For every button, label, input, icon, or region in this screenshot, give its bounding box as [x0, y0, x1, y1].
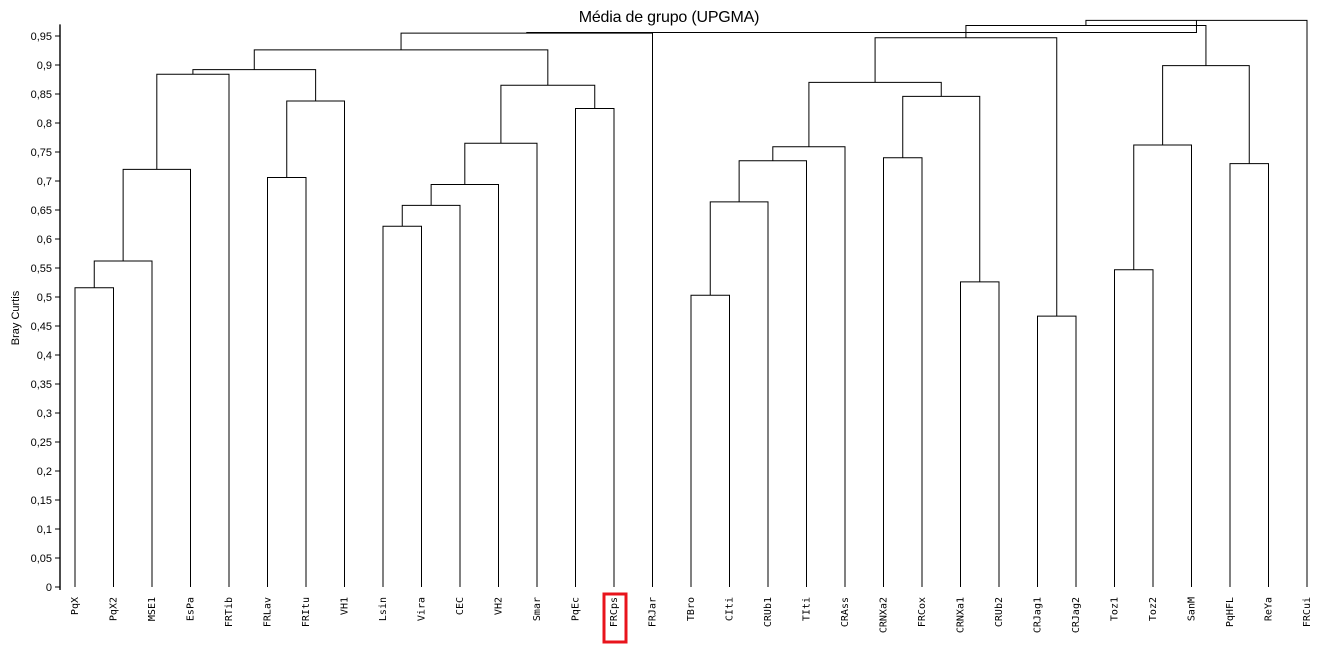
y-tick-label: 0,3 — [37, 408, 52, 420]
y-tick-label: 0,9 — [37, 60, 52, 72]
y-tick-label: 0,75 — [31, 147, 52, 159]
dendrogram-branch — [156, 73, 230, 587]
y-tick-label: 0,35 — [31, 379, 52, 391]
dendrogram-branch — [526, 20, 1197, 34]
dendrogram-branch — [883, 157, 923, 587]
leaf-label: FRTib — [224, 597, 235, 627]
leaf-label: TBro — [686, 597, 697, 621]
leaf-label: FRJar — [648, 597, 659, 627]
y-tick-label: 0 — [46, 582, 52, 594]
leaf-label: PqHFL — [1225, 597, 1236, 627]
leaf-label: VH1 — [340, 597, 351, 615]
leaf-label: FRCox — [917, 597, 928, 627]
leaf-label: FRItu — [301, 597, 312, 627]
leaf-label: Lsin — [378, 597, 389, 621]
highlight-box — [602, 592, 628, 644]
dendrogram-branch — [382, 225, 422, 587]
leaf-label: CEC — [455, 597, 466, 615]
y-tick-label: 0,95 — [31, 31, 52, 43]
dendrogram-branch — [1133, 144, 1192, 587]
leaf-label: EsPa — [186, 597, 197, 621]
leaf-label: PqEc — [571, 597, 582, 621]
y-tick-label: 0,6 — [37, 234, 52, 246]
dendrogram-branch — [253, 49, 549, 86]
dendrogram-branch — [960, 281, 1000, 587]
leaf-label: CRJag2 — [1071, 597, 1082, 633]
dendrogram-branch — [902, 95, 981, 282]
dendrogram-branch — [738, 160, 807, 587]
dendrogram-branches — [74, 19, 1308, 587]
leaf-label: SanM — [1187, 597, 1198, 621]
dendrogram-branch — [1162, 65, 1250, 164]
dendrogram-branch — [464, 142, 538, 587]
y-tick-label: 0,5 — [37, 292, 52, 304]
leaf-label: CRNXa1 — [956, 597, 967, 633]
dendrogram-branch — [1085, 19, 1308, 587]
leaf-label: CIti — [725, 597, 736, 621]
y-tick-label: 0,55 — [31, 263, 52, 275]
leaf-label: FRCps — [609, 597, 620, 627]
leaf-label: Toz2 — [1148, 597, 1159, 621]
dendrogram-branch — [874, 37, 1058, 317]
leaf-label: Vira — [417, 597, 428, 621]
y-tick-label: 0,25 — [31, 437, 52, 449]
leaf-label: Smar — [532, 597, 543, 621]
dendrogram-branch — [500, 84, 596, 144]
leaf-label: MSE1 — [147, 597, 158, 621]
y-tick-label: 0,45 — [31, 321, 52, 333]
leaf-label: PqX — [70, 597, 81, 615]
y-tick-label: 0,85 — [31, 89, 52, 101]
y-tick-label: 0,2 — [37, 466, 52, 478]
dendrogram-branch — [1114, 269, 1154, 587]
leaf-label: FRLav — [263, 597, 274, 627]
y-tick-label: 0,65 — [31, 205, 52, 217]
leaf-label: TIti — [802, 597, 813, 621]
dendrogram-branch — [575, 108, 615, 587]
leaf-label: Toz1 — [1110, 597, 1121, 621]
leaf-label: PqX2 — [109, 597, 120, 621]
leaf-label: FRCui — [1302, 597, 1313, 627]
dendrogram-branch — [1037, 315, 1077, 587]
dendrogram-branch — [808, 81, 942, 147]
dendrogram-branch — [1229, 163, 1269, 587]
leaf-label: CRAss — [840, 597, 851, 627]
dendrogram-branch — [709, 201, 769, 587]
dendrogram-branch — [965, 25, 1207, 66]
y-tick-label: 0,15 — [31, 495, 52, 507]
dendrogram-branch — [401, 204, 461, 587]
dendrogram-branch — [74, 287, 114, 587]
dendrogram-branch — [430, 183, 499, 587]
leaf-label: CRUb1 — [763, 597, 774, 627]
y-tick-label: 0,7 — [37, 176, 52, 188]
dendrogram-branch — [690, 294, 730, 587]
y-tick-label: 0,05 — [31, 553, 52, 565]
y-tick-label: 0,4 — [37, 350, 52, 362]
dendrogram-branch — [400, 32, 653, 587]
leaf-label: CRNXa2 — [879, 597, 890, 633]
dendrogram-branch — [286, 100, 345, 587]
y-axis: 0 0,05 0,1 0,15 0,2 0,25 0,3 0,35 0,4 0,45 0,5 0,55… — [31, 24, 61, 594]
y-tick-label: 0,8 — [37, 118, 52, 130]
leaf-labels: PqX PqX2 MSE1 EsPa FRTib FRLav FRItu VH1 Lsin Vir… — [70, 592, 1313, 644]
dendrogram-branch — [772, 146, 846, 587]
leaf-label: CRJag1 — [1033, 597, 1044, 633]
leaf-label: CRUb2 — [994, 597, 1005, 627]
y-tick-label: 0,1 — [37, 524, 52, 536]
dendrogram-branch — [93, 260, 153, 587]
leaf-label: ReYa — [1264, 597, 1275, 621]
dendrogram-branch — [267, 177, 307, 587]
chart-title: Média de grupo (UPGMA) — [578, 9, 760, 26]
leaf-label: VH2 — [494, 597, 505, 615]
dendrogram-branch — [122, 168, 191, 587]
